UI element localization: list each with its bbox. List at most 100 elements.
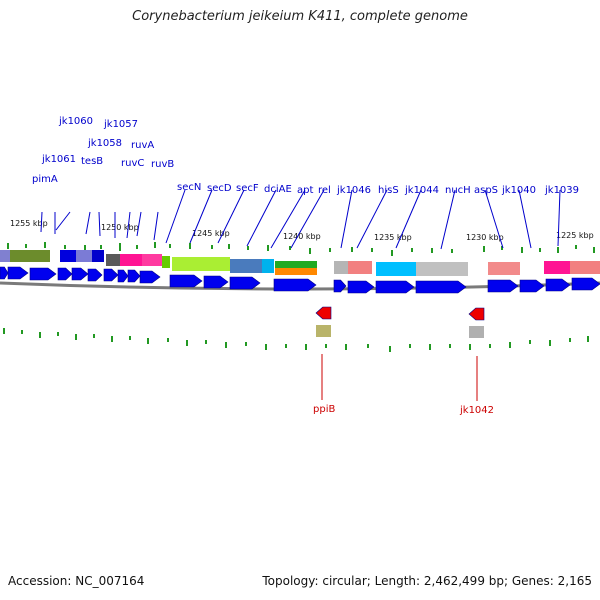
leader-line <box>484 189 504 249</box>
gene-arrow <box>571 277 600 291</box>
gene-label: jk1046 <box>336 185 371 196</box>
gene-arrow <box>57 267 73 281</box>
gene-label: jk1039 <box>544 185 579 196</box>
cog-box <box>230 259 262 273</box>
cog-box <box>469 326 484 338</box>
gene-leader-lines <box>40 189 561 250</box>
cog-box <box>544 261 570 274</box>
gene-label: aspS <box>474 185 498 196</box>
leader-line <box>340 189 353 249</box>
cog-box <box>348 261 372 274</box>
gene-label: hisS <box>378 185 399 196</box>
leader-line <box>85 211 91 235</box>
gene-arrow <box>139 270 161 284</box>
gene-arrow <box>103 268 119 282</box>
cog-box <box>275 268 317 275</box>
gene-label: ruvA <box>131 140 154 151</box>
gene-arrow <box>0 266 9 280</box>
leader-line <box>40 211 43 233</box>
cog-box <box>570 261 600 274</box>
leader-line <box>518 189 532 249</box>
cog-box <box>0 250 10 262</box>
gene-label: jk1061 <box>41 154 76 165</box>
leader-line <box>189 189 213 244</box>
gene-label: rel <box>318 185 331 196</box>
scale-label: 1235 kbp <box>374 233 412 242</box>
gene-label: ppiB <box>313 404 335 415</box>
gene-arrow <box>347 280 375 294</box>
inner-tick-marks <box>3 328 589 352</box>
gene-label: jk1058 <box>87 138 122 149</box>
gene-label: jk1044 <box>404 185 439 196</box>
gene-label: jk1040 <box>501 185 536 196</box>
scale-label: 1240 kbp <box>283 232 321 241</box>
leader-line <box>126 211 131 239</box>
gene-label: secN <box>177 182 201 193</box>
gene-label: ruvB <box>151 159 174 170</box>
leader-line <box>136 211 142 237</box>
gene-arrow <box>375 280 415 294</box>
accession-label: Accession: NC_007164 <box>8 574 145 588</box>
gene-labels: jk1060 jk1057 jk1058 ruvA jk1061 tesB ruvC ruvB… <box>32 116 579 196</box>
leader-line <box>440 189 456 250</box>
gene-arrow <box>315 306 332 320</box>
gene-arrow <box>229 276 261 290</box>
leader-line <box>98 211 101 237</box>
gene-label: nucH <box>445 185 471 196</box>
topology-summary: Topology: circular; Length: 2,462,499 bp… <box>262 574 592 588</box>
gene-arrow <box>519 279 545 293</box>
gene-arrow <box>203 275 229 289</box>
cog-box <box>262 259 274 273</box>
gene-arrow <box>117 269 129 283</box>
scale-labels: 1255 kbp 1250 kbp 1245 kbp 1240 kbp 1235 kbp… <box>10 219 594 242</box>
leader-line <box>270 189 306 249</box>
map-title: Corynebacterium jeikeium K411, complete … <box>132 9 468 24</box>
cog-color-boxes <box>0 250 600 276</box>
leader-line <box>217 189 245 244</box>
cog-box <box>106 254 120 266</box>
gene-arrow <box>71 267 89 281</box>
cog-box <box>92 250 104 262</box>
cog-box <box>162 256 170 268</box>
leader-line <box>557 189 561 247</box>
gene-arrow <box>273 278 317 292</box>
gene-arrow <box>545 278 571 292</box>
gene-label: jk1057 <box>103 119 138 130</box>
scale-label: 1230 kbp <box>466 233 504 242</box>
gene-arrow <box>415 280 467 294</box>
gene-label: tesB <box>81 156 103 167</box>
gene-label: ruvC <box>121 158 144 169</box>
gene-arrow <box>169 274 203 288</box>
forward-strand-genes <box>0 266 600 294</box>
cog-box <box>142 254 162 266</box>
leader-line <box>395 189 422 249</box>
leader-line <box>153 211 159 241</box>
scale-label: 1225 kbp <box>556 231 594 240</box>
gene-arrow <box>127 269 141 283</box>
gene-label: jk1060 <box>58 116 93 127</box>
outer-tick-marks <box>7 242 595 256</box>
cog-box <box>120 254 142 266</box>
reverse-gene-labels: ppiB jk1042 <box>313 354 494 416</box>
cog-box <box>275 261 317 268</box>
cog-box <box>488 262 520 275</box>
gene-arrow <box>487 279 519 293</box>
cog-box <box>316 325 331 337</box>
cog-box <box>172 257 230 271</box>
gene-label: dciAE <box>264 184 292 195</box>
leader-line <box>165 189 186 244</box>
cog-box <box>60 250 76 262</box>
cog-box <box>76 250 92 262</box>
scale-label: 1245 kbp <box>192 229 230 238</box>
gene-arrow <box>468 307 485 321</box>
gene-label: secF <box>236 183 259 194</box>
gene-label: jk1042 <box>459 405 494 416</box>
leader-line <box>290 189 325 249</box>
gene-arrow <box>87 268 103 282</box>
scale-label: 1250 kbp <box>101 223 139 232</box>
scale-label: 1255 kbp <box>10 219 48 228</box>
cog-box <box>334 261 348 274</box>
leader-line <box>246 189 277 247</box>
gene-arrow <box>29 267 57 281</box>
